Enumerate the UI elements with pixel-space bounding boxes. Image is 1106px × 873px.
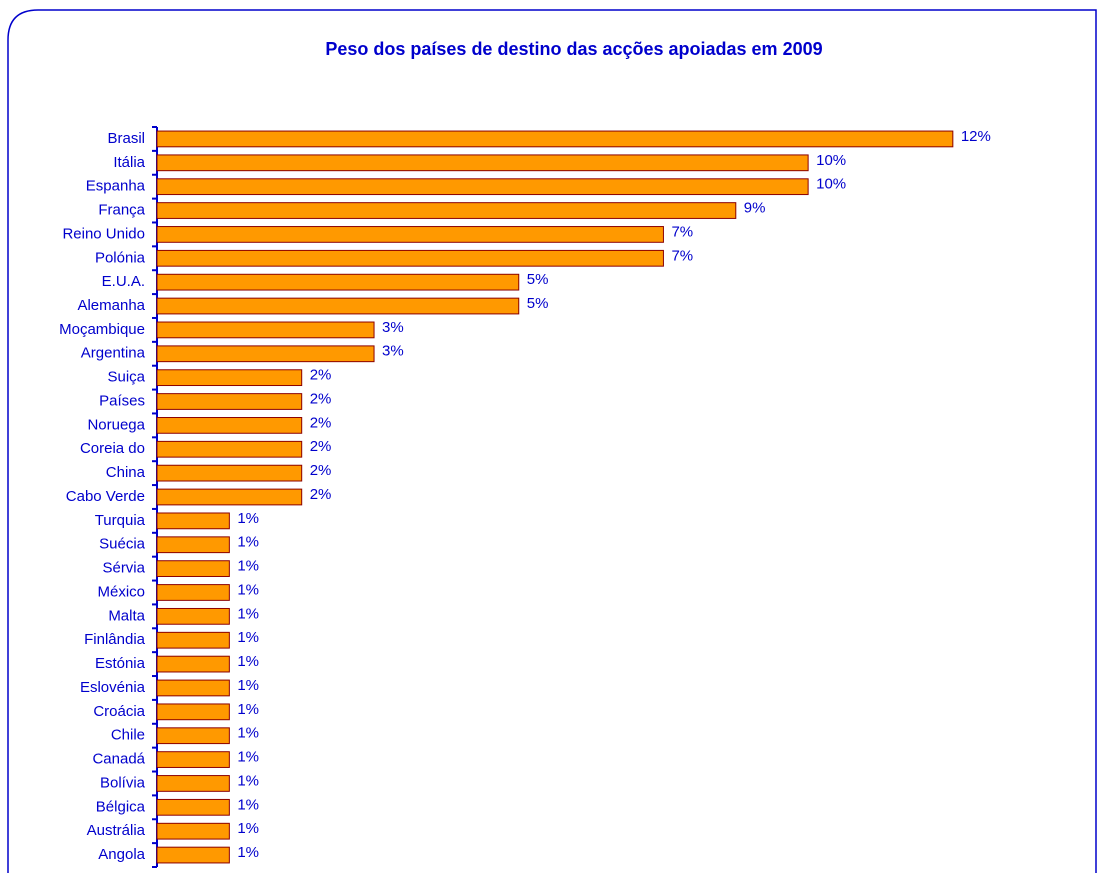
data-label: 1%	[237, 725, 259, 742]
y-tick-label: Coreia do	[80, 440, 145, 457]
data-label: 7%	[671, 223, 693, 240]
y-tick-label: Alemanha	[77, 297, 145, 314]
bar	[156, 822, 230, 840]
y-tick-label: Cabo Verde	[66, 488, 145, 505]
data-label: 10%	[816, 176, 846, 193]
y-tick-label: Argentina	[81, 345, 146, 362]
bar	[156, 273, 520, 291]
data-label: 10%	[816, 152, 846, 169]
data-label: 2%	[310, 414, 332, 431]
y-tick-label: Canadá	[92, 751, 145, 768]
data-label: 1%	[237, 629, 259, 646]
y-tick-label: Espanha	[86, 178, 146, 195]
y-tick-label: Malta	[108, 607, 145, 624]
data-label: 5%	[527, 295, 549, 312]
bar	[156, 488, 303, 506]
bar	[156, 703, 230, 721]
bar	[156, 512, 230, 530]
data-label: 1%	[237, 653, 259, 670]
data-label: 1%	[237, 677, 259, 694]
bar	[156, 226, 664, 243]
y-tick-label: Turquia	[95, 512, 146, 529]
bar	[156, 464, 303, 482]
data-label: 5%	[527, 271, 549, 288]
y-tick-label: China	[106, 464, 146, 481]
data-label: 7%	[671, 247, 693, 264]
bar	[156, 679, 230, 697]
data-label: 2%	[310, 390, 332, 407]
y-tick-label: Itália	[113, 154, 145, 171]
y-tick-label: Noruega	[87, 416, 145, 433]
bar	[156, 775, 230, 792]
chart-title: Peso dos países de destino das acções ap…	[325, 39, 822, 59]
y-tick-label: E.U.A.	[102, 273, 145, 290]
y-tick-label: Brasil	[107, 130, 145, 147]
frame	[7, 9, 1097, 873]
bar	[156, 130, 954, 148]
y-tick-label: Sérvia	[102, 560, 145, 577]
y-tick-label: Croácia	[93, 703, 145, 720]
bar	[156, 607, 230, 625]
bar	[156, 798, 230, 816]
bar	[156, 202, 737, 219]
data-label: 1%	[237, 605, 259, 622]
y-tick-label: Bolívia	[100, 774, 146, 791]
data-label: 2%	[310, 438, 332, 455]
data-label: 1%	[237, 581, 259, 598]
bar	[156, 631, 230, 649]
data-label: 1%	[237, 796, 259, 813]
bar	[156, 536, 230, 554]
data-label: 2%	[310, 367, 332, 384]
data-label: 9%	[744, 200, 766, 217]
data-label: 1%	[237, 510, 259, 527]
bar	[156, 846, 230, 864]
bar	[156, 560, 230, 577]
bar	[156, 297, 520, 315]
bar	[156, 655, 230, 673]
y-tick-label: Moçambique	[59, 321, 145, 338]
y-tick-label: Austrália	[87, 822, 146, 839]
data-label: 2%	[310, 462, 332, 479]
data-label: 1%	[237, 701, 259, 718]
data-label: 1%	[237, 844, 259, 861]
y-tick-label: Reino Unido	[62, 225, 145, 242]
data-label: 1%	[237, 749, 259, 766]
y-tick-label: Chile	[111, 727, 145, 744]
data-label: 1%	[237, 820, 259, 837]
bar	[156, 751, 230, 768]
data-label: 1%	[237, 534, 259, 551]
bar	[156, 727, 230, 745]
y-tick-label: Angola	[98, 846, 145, 863]
bar	[156, 321, 375, 339]
data-label: 1%	[237, 772, 259, 789]
bar	[156, 345, 375, 363]
data-label: 3%	[382, 343, 404, 360]
y-tick-label: Eslovénia	[80, 679, 146, 696]
y-tick-label: Suécia	[99, 536, 146, 553]
bar	[156, 440, 303, 458]
y-tick-label: Bélgica	[96, 798, 146, 815]
data-label: 1%	[237, 558, 259, 575]
y-tick-label: Países	[99, 392, 145, 409]
bar	[156, 369, 303, 387]
bar	[156, 154, 809, 172]
y-tick-label: Estónia	[95, 655, 146, 672]
bar	[156, 417, 303, 434]
bar	[156, 584, 230, 601]
y-tick-label: Polónia	[95, 249, 146, 266]
data-label: 12%	[961, 128, 991, 145]
data-label: 2%	[310, 486, 332, 503]
y-tick-label: México	[97, 583, 145, 600]
y-tick-label: Finlândia	[84, 631, 146, 648]
bar	[156, 393, 303, 410]
data-label: 3%	[382, 319, 404, 336]
y-tick-label: Suiça	[107, 369, 145, 386]
y-tick-label: França	[98, 202, 145, 219]
bar	[156, 249, 664, 267]
bar	[156, 178, 809, 196]
